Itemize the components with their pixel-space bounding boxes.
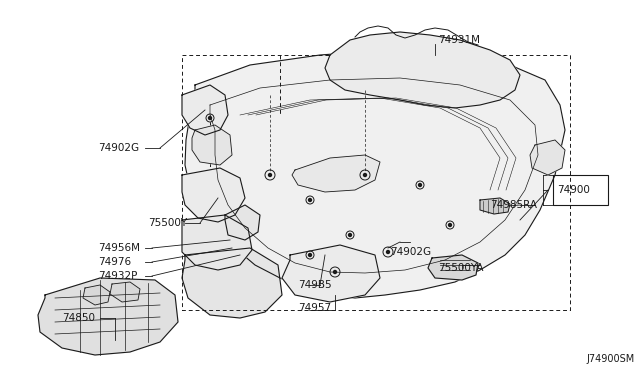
Text: 74932P: 74932P xyxy=(98,271,138,281)
Circle shape xyxy=(308,199,312,202)
Circle shape xyxy=(419,183,422,186)
Text: 74902G: 74902G xyxy=(98,143,139,153)
Polygon shape xyxy=(325,32,520,108)
Text: 749B5: 749B5 xyxy=(298,280,332,290)
Text: 75500Y: 75500Y xyxy=(148,218,187,228)
Polygon shape xyxy=(530,140,565,175)
Text: J74900SM: J74900SM xyxy=(587,354,635,364)
Polygon shape xyxy=(182,85,228,135)
Text: 74850: 74850 xyxy=(62,313,95,323)
Text: 74931M: 74931M xyxy=(438,35,480,45)
Text: 74900: 74900 xyxy=(557,185,590,195)
Circle shape xyxy=(349,234,351,237)
Text: 74976: 74976 xyxy=(98,257,131,267)
Circle shape xyxy=(387,250,390,253)
Polygon shape xyxy=(282,245,380,302)
Polygon shape xyxy=(83,285,110,305)
Text: 74957: 74957 xyxy=(298,303,331,313)
Polygon shape xyxy=(185,50,565,298)
Text: 74902G: 74902G xyxy=(390,247,431,257)
Polygon shape xyxy=(182,168,245,222)
Circle shape xyxy=(209,116,211,119)
Circle shape xyxy=(449,224,451,227)
Polygon shape xyxy=(480,198,510,214)
Polygon shape xyxy=(110,282,140,302)
Circle shape xyxy=(308,253,312,257)
Circle shape xyxy=(364,173,367,176)
Polygon shape xyxy=(38,278,178,355)
Polygon shape xyxy=(182,215,252,270)
Circle shape xyxy=(269,173,271,176)
Text: 74956M: 74956M xyxy=(98,243,140,253)
Polygon shape xyxy=(428,255,478,280)
Polygon shape xyxy=(192,125,232,165)
Circle shape xyxy=(333,270,337,273)
Polygon shape xyxy=(182,248,282,318)
Text: 74985RA: 74985RA xyxy=(490,200,537,210)
Polygon shape xyxy=(292,155,380,192)
Text: 75500YA: 75500YA xyxy=(438,263,483,273)
Polygon shape xyxy=(225,205,260,240)
